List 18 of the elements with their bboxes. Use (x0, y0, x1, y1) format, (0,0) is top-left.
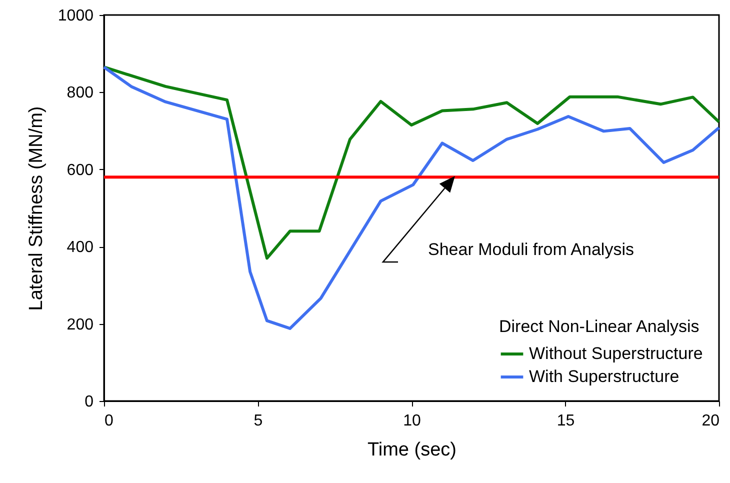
y-tick-label: 200 (66, 316, 94, 334)
x-tick-label: 15 (556, 412, 575, 430)
line-series (102, 66, 720, 260)
y-tick-label: 800 (66, 84, 94, 102)
legend-label: Without Superstructure (529, 344, 703, 363)
y-tick-label: 400 (66, 239, 94, 256)
annotation: Shear Moduli from Analysis (428, 240, 634, 259)
y-tick-label: 0 (84, 394, 94, 410)
legend-label: With Superstructure (529, 367, 680, 386)
x-tick-label: 0 (104, 412, 114, 430)
y-axis-title: Lateral Stiffness (MN/m) (26, 106, 47, 311)
legend-title: Direct Non-Linear Analysis (499, 317, 700, 336)
x-tick-label: 10 (403, 412, 421, 430)
x-axis-title: Time (sec) (367, 440, 457, 460)
x-tick-label: 5 (254, 412, 263, 430)
y-tick-label: 1000 (58, 8, 94, 24)
y-tick-label: 600 (66, 162, 94, 179)
x-tick-label: 20 (702, 412, 720, 430)
